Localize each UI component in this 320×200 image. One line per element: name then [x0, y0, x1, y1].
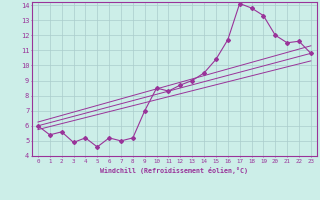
X-axis label: Windchill (Refroidissement éolien,°C): Windchill (Refroidissement éolien,°C): [100, 167, 248, 174]
